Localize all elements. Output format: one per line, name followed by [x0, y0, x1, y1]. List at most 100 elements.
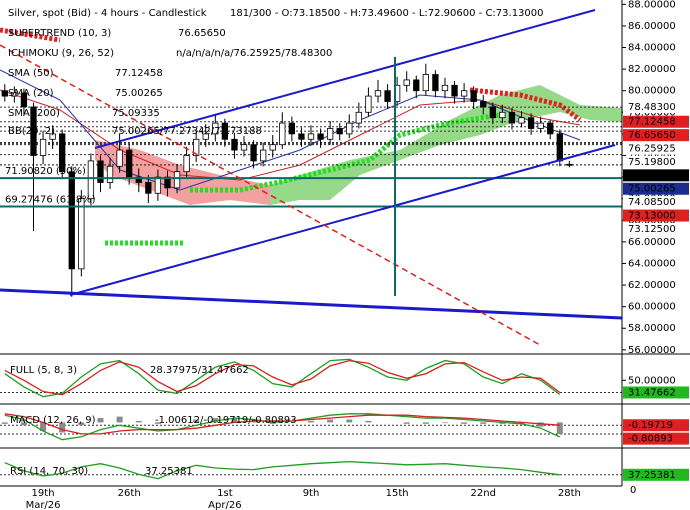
level-label: -0.19719 — [628, 420, 673, 431]
chart-subtitle: 181/300 - O:73.18500 - H:73.49600 - L:72… — [230, 8, 544, 19]
histogram-bar — [154, 422, 161, 424]
candle-body — [470, 90, 477, 102]
candle-body — [260, 149, 267, 162]
supertrend — [469, 87, 582, 122]
indicator-value: 77.12458 — [115, 68, 163, 79]
histogram-bar — [135, 420, 142, 423]
indicator-name: SMA (200) — [8, 108, 60, 119]
level-flag — [623, 196, 689, 209]
histogram-bar — [480, 422, 487, 424]
candle-body — [154, 176, 162, 194]
level-label: 76.25925 — [628, 144, 676, 155]
x-tick-label: 15th — [385, 488, 409, 499]
candle-body — [20, 92, 28, 108]
indicator-value: n/a/n/a/n/a/76.25925/78.48300 — [176, 48, 332, 59]
indicator-name: SMA (20) — [8, 88, 54, 99]
x-tick-label: 1st Apr/26 — [208, 488, 242, 510]
panel-readout: 28.37975/31.47662 — [150, 365, 249, 376]
candle-body — [527, 117, 535, 129]
level-label: -0.80893 — [628, 434, 673, 445]
axes: Silver, spot (Bid) - 4 hours - Candlesti… — [0, 0, 690, 496]
indicator-name: BB(20, 2) — [8, 126, 55, 137]
x-tick-label: 19th Mar/26 — [25, 488, 61, 510]
candle-body — [202, 133, 209, 140]
histogram-bar — [537, 422, 544, 427]
drawings — [0, 9, 623, 346]
candle-body — [11, 92, 18, 97]
histogram-bar — [346, 419, 353, 423]
ichimoku-cloud — [270, 85, 622, 205]
level-flag — [623, 419, 689, 432]
candle-body — [78, 198, 85, 270]
candle-body — [480, 101, 487, 108]
candle-body — [317, 133, 324, 140]
candle-body — [1, 90, 8, 97]
histogram-bar — [499, 422, 506, 424]
histogram-bar — [59, 422, 66, 433]
candle-body — [231, 138, 238, 151]
candle-body — [432, 74, 439, 92]
histogram-bar — [422, 422, 429, 424]
y-tick-label: 58.00000 — [628, 323, 676, 334]
histogram-bar — [231, 418, 238, 423]
candle-body — [384, 90, 391, 102]
level-label: 76.65650 — [628, 130, 676, 141]
level-flag — [623, 101, 689, 114]
panel-label: MACD (12, 26, 9) — [10, 415, 96, 426]
candle-body — [547, 122, 554, 135]
candle-body — [346, 122, 353, 135]
panel-readout: -1.00612/-0.19719/-0.80893 — [155, 415, 297, 426]
indicator-line — [4, 359, 561, 396]
candle-body — [173, 171, 181, 189]
x-tick-label: 22nd — [470, 488, 496, 499]
indicator-line — [4, 413, 560, 435]
indicator-value: 75.00265/77.27342/72.73188 — [112, 126, 262, 137]
axis-label: 0 — [630, 485, 636, 496]
fib-label: 71.90820 (50%) — [5, 166, 86, 177]
panel-label: RSI (14, 70, 30) — [10, 466, 88, 477]
candle-body — [336, 128, 343, 135]
histogram-bar — [441, 422, 448, 424]
candle-body — [59, 133, 66, 173]
candle-body — [499, 111, 506, 119]
histogram-bar — [20, 422, 27, 426]
histogram-bar — [78, 422, 85, 426]
histogram-bar — [116, 416, 123, 423]
trendline — [0, 44, 541, 346]
level-label: 73.12500 — [628, 224, 676, 235]
y-tick-label: 64.00000 — [628, 258, 676, 269]
indicator-line — [4, 358, 561, 398]
level-label: 75.09335 — [628, 170, 676, 181]
histogram-bar — [1, 422, 8, 424]
trendline — [94, 9, 596, 149]
level-label: 78.48300 — [628, 102, 676, 113]
y-tick-label: 80.00000 — [628, 86, 676, 97]
level-flag — [623, 129, 689, 142]
x-tick-label: 26th — [117, 488, 141, 499]
candle-body — [556, 133, 563, 162]
candle-body — [183, 155, 190, 173]
candle-body — [307, 133, 315, 140]
candle-body — [126, 149, 133, 178]
histogram-bar — [556, 422, 563, 435]
level-flag — [623, 182, 689, 195]
y-tick-label: 50.00000 — [628, 375, 676, 386]
candle-body — [518, 117, 525, 124]
candle-body — [566, 163, 573, 166]
candle-body — [116, 149, 123, 167]
candle-body — [413, 79, 420, 92]
histogram-bar — [327, 419, 334, 423]
level-label: 73.13000 — [628, 211, 676, 222]
candle-body — [87, 160, 95, 200]
trendline — [69, 144, 616, 296]
x-tick-label: 28th — [557, 488, 581, 499]
indicator-name: SMA (50) — [8, 68, 54, 79]
candle-body — [403, 79, 410, 86]
candle-body — [441, 84, 449, 92]
candle-body — [508, 111, 516, 124]
candle-body — [326, 128, 334, 140]
candle-body — [365, 95, 372, 113]
fib-label: 69.27476 (61.8%) — [5, 195, 96, 206]
